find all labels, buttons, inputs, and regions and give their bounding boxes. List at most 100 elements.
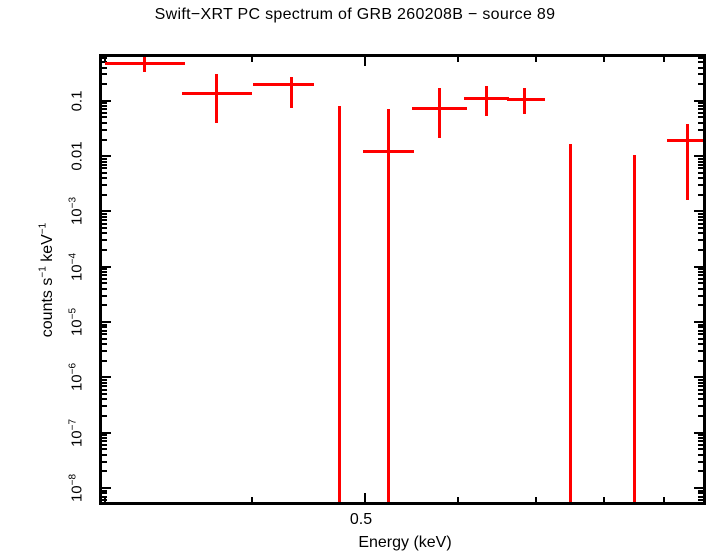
y-axis-tick <box>102 393 107 395</box>
y-axis-tick <box>102 227 107 229</box>
y-axis-tick <box>102 389 107 391</box>
y-axis-tick <box>102 350 107 352</box>
y-axis-tick <box>102 382 107 384</box>
data-point-yerr <box>485 85 489 116</box>
y-axis-tick <box>102 108 107 110</box>
y-axis-tick <box>102 385 107 387</box>
x-axis-label: Energy (keV) <box>358 534 452 551</box>
y-axis-tick <box>698 444 703 446</box>
y-axis-tick <box>694 155 703 157</box>
y-axis-tick <box>698 164 703 166</box>
x-axis-tick <box>663 57 665 62</box>
y-axis-tick <box>698 295 703 297</box>
y-axis-tick <box>698 415 703 417</box>
y-axis-tick <box>102 112 107 114</box>
y-axis-tick <box>698 194 703 196</box>
y-axis-tick <box>102 177 107 179</box>
y-axis-tick <box>102 167 107 169</box>
y-axis-tick <box>698 288 703 290</box>
y-axis-tick <box>698 268 703 270</box>
y-axis-tick <box>698 382 703 384</box>
plot-area <box>99 54 706 505</box>
chart-title: Swift−XRT PC spectrum of GRB 260208B − s… <box>154 6 556 23</box>
y-axis-tick <box>698 232 703 234</box>
y-axis-tick <box>102 496 107 498</box>
y-axis-tick <box>698 448 703 450</box>
y-axis-tick <box>102 490 107 492</box>
y-axis-tick <box>698 398 703 400</box>
y-axis-tick <box>698 274 703 276</box>
y-tick-label: 10−3 <box>67 197 86 226</box>
y-axis-tick <box>102 461 107 463</box>
error-bar-to-floor <box>569 143 573 502</box>
y-axis-tick <box>698 249 703 251</box>
y-axis-tick <box>698 61 703 63</box>
x-axis-tick <box>251 497 253 502</box>
y-axis-tick <box>698 492 703 494</box>
y-axis-tick <box>698 227 703 229</box>
y-axis-tick <box>102 333 107 335</box>
y-axis-tick <box>102 249 107 251</box>
y-axis-tick <box>102 437 107 439</box>
y-axis-tick <box>698 490 703 492</box>
y-axis-tick <box>102 405 107 407</box>
y-axis-tick <box>698 73 703 75</box>
y-axis-tick <box>102 343 107 345</box>
y-axis-tick <box>102 223 107 225</box>
y-axis-tick <box>102 164 107 166</box>
y-axis-tick <box>102 239 107 241</box>
y-axis-tick <box>102 448 107 450</box>
y-axis-tick <box>102 100 111 102</box>
y-axis-tick <box>102 324 107 326</box>
y-axis-tick <box>698 177 703 179</box>
x-axis-tick <box>251 57 253 62</box>
y-axis-tick <box>102 278 107 280</box>
y-axis-tick <box>698 278 703 280</box>
y-axis-tick <box>102 158 107 160</box>
y-axis-tick <box>698 172 703 174</box>
y-axis-tick <box>698 219 703 221</box>
y-axis-tick <box>698 161 703 163</box>
y-axis-tick <box>698 330 703 332</box>
y-axis-label: counts s−1 keV−1 <box>37 222 56 338</box>
y-axis-tick <box>694 487 703 489</box>
y-axis-tick <box>698 496 703 498</box>
y-axis-tick <box>698 216 703 218</box>
y-axis-tick <box>698 385 703 387</box>
y-axis-tick <box>698 461 703 463</box>
y-axis-tick <box>694 100 703 102</box>
y-axis-tick <box>698 343 703 345</box>
y-axis-tick <box>102 487 111 489</box>
y-axis-tick <box>102 184 107 186</box>
y-axis-tick <box>698 324 703 326</box>
y-axis-tick <box>698 389 703 391</box>
y-axis-tick <box>102 321 111 323</box>
y-tick-label: 10−4 <box>67 252 86 281</box>
y-axis-tick <box>698 405 703 407</box>
y-axis-tick <box>698 184 703 186</box>
y-tick-label: 0.01 <box>68 141 86 171</box>
y-axis-tick <box>102 139 107 141</box>
data-point-xerr <box>252 83 314 87</box>
y-axis-tick <box>698 67 703 69</box>
y-axis-tick <box>698 167 703 169</box>
y-axis-tick <box>698 271 703 273</box>
y-axis-tick <box>102 194 107 196</box>
y-axis-tick <box>102 492 107 494</box>
y-tick-label: 10−7 <box>67 418 86 447</box>
data-point-xerr <box>667 139 703 143</box>
y-axis-tick <box>102 102 107 104</box>
y-axis-tick <box>698 129 703 131</box>
y-axis-tick <box>102 161 107 163</box>
x-axis-tick <box>535 497 537 502</box>
y-axis-tick <box>102 216 107 218</box>
y-axis-tick <box>102 415 107 417</box>
error-bar-to-floor <box>632 155 636 502</box>
y-axis-tick <box>102 266 111 268</box>
data-point-yerr <box>686 123 690 201</box>
y-axis-tick <box>102 122 107 124</box>
data-point-xerr <box>506 98 545 102</box>
y-axis-tick <box>698 437 703 439</box>
y-axis-tick <box>102 67 107 69</box>
